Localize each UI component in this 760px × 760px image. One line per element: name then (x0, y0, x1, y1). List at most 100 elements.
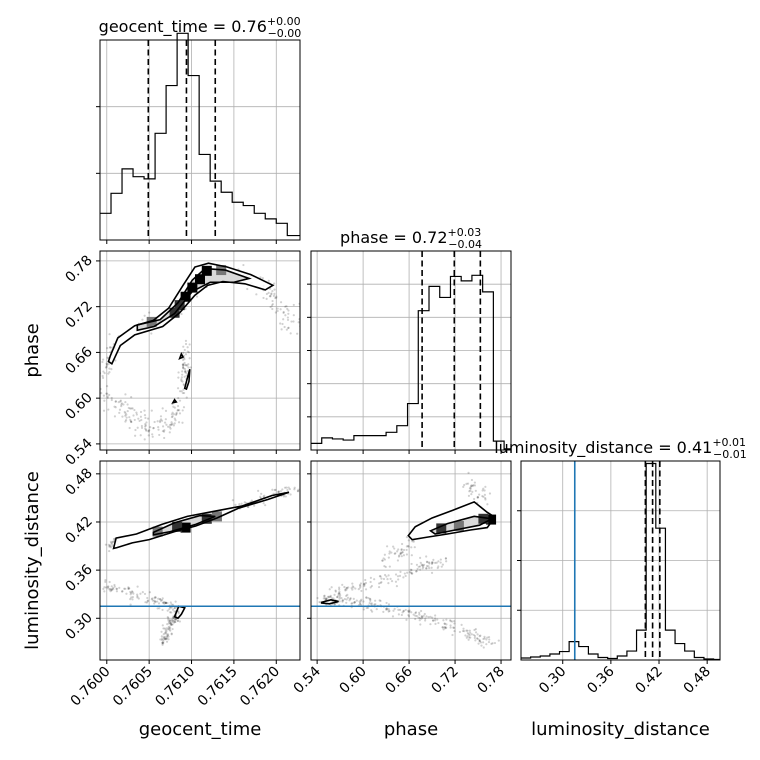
scatter-point (163, 636, 166, 640)
scatter-point (400, 548, 403, 552)
scatter-point (129, 590, 132, 594)
density-panel-geocent_time-phase (96, 250, 301, 454)
scatter-point (104, 366, 108, 369)
scatter-point (129, 603, 132, 606)
scatter-point (297, 321, 300, 324)
scatter-point (474, 489, 477, 492)
x-tick-label: 0.30 (536, 664, 569, 697)
scatter-point (144, 425, 147, 428)
scatter-point (401, 611, 404, 614)
scatter-point (431, 561, 434, 565)
scatter-point (479, 641, 482, 644)
scatter-point (385, 601, 388, 605)
scatter-point (338, 588, 341, 591)
scatter-point (105, 363, 109, 366)
scatter-point (473, 628, 476, 632)
scatter-point (407, 610, 410, 613)
scatter-point (134, 434, 137, 437)
scatter-point (351, 602, 354, 605)
scatter-point (463, 483, 466, 487)
scatter-point (425, 555, 428, 558)
scatter-point (169, 601, 172, 604)
scatter-point (133, 408, 136, 412)
scatter-point (140, 418, 143, 422)
scatter-point (382, 577, 386, 581)
scatter-point (172, 620, 175, 623)
scatter-point (125, 592, 128, 595)
scatter-point (330, 586, 333, 589)
scatter-point (437, 565, 440, 568)
scatter-point (161, 407, 164, 410)
scatter-point (129, 407, 132, 410)
scatter-point (410, 572, 413, 575)
scatter-point (394, 580, 398, 583)
y-tick-label: 0.30 (62, 610, 95, 643)
scatter-point (369, 576, 372, 580)
scatter-point (109, 587, 112, 591)
scatter-point (478, 638, 481, 641)
scatter-point (173, 610, 176, 613)
scatter-point (277, 490, 280, 493)
scatter-point (469, 636, 472, 639)
scatter-point (483, 489, 486, 492)
scatter-point (108, 393, 111, 397)
scatter-point (345, 586, 348, 590)
scatter-point (172, 424, 175, 427)
scatter-point (271, 307, 274, 311)
x-tick-label: 0.66 (383, 663, 416, 696)
scatter-point (124, 400, 127, 404)
scatter-point (358, 600, 361, 603)
scatter-point (184, 371, 187, 374)
scatter-point (157, 428, 160, 431)
scatter-point (173, 619, 176, 622)
scatter-point (162, 640, 165, 643)
scatter-point (478, 493, 481, 496)
scatter-point (180, 390, 183, 393)
scatter-point (145, 601, 148, 604)
scatter-point (422, 614, 425, 617)
scatter-point (386, 578, 389, 581)
scatter-point (341, 599, 345, 602)
scatter-point (181, 370, 184, 373)
scatter-point (262, 296, 265, 300)
scatter-point (135, 413, 138, 416)
scatter-point (168, 431, 171, 434)
scatter-point (159, 418, 163, 421)
scatter-point (164, 637, 167, 640)
scatter-point (341, 600, 344, 603)
scatter-point (316, 596, 319, 600)
scatter-point (159, 638, 162, 641)
scatter-point (103, 586, 106, 589)
scatter-point (250, 499, 253, 502)
scatter-point (410, 554, 413, 557)
scatter-point (101, 374, 104, 378)
scatter-point (168, 608, 171, 611)
scatter-point (163, 421, 167, 424)
scatter-point (162, 601, 165, 604)
scatter-point (166, 425, 170, 428)
scatter-point (406, 571, 409, 574)
scatter-point (186, 350, 189, 353)
scatter-point (283, 486, 287, 489)
scatter-point (140, 426, 144, 429)
scatter-point (132, 414, 135, 417)
scatter-point (385, 545, 389, 548)
scatter-point (147, 430, 150, 433)
scatter-point (139, 592, 142, 595)
scatter-point (271, 299, 274, 303)
scatter-point (384, 608, 388, 611)
scatter-point (164, 601, 168, 604)
scatter-point (162, 633, 165, 636)
y-tick-label: 0.48 (62, 465, 95, 498)
scatter-point (111, 544, 114, 547)
scatter-point (136, 596, 139, 599)
scatter-point (338, 597, 341, 600)
x-tick-label: 0.7620 (237, 664, 283, 710)
scatter-point (443, 626, 446, 629)
density-content (100, 262, 300, 441)
panel-frame (99, 460, 301, 661)
scatter-point (415, 570, 418, 573)
scatter-point (383, 553, 386, 556)
scatter-point (272, 294, 276, 297)
scatter-point (151, 599, 155, 602)
